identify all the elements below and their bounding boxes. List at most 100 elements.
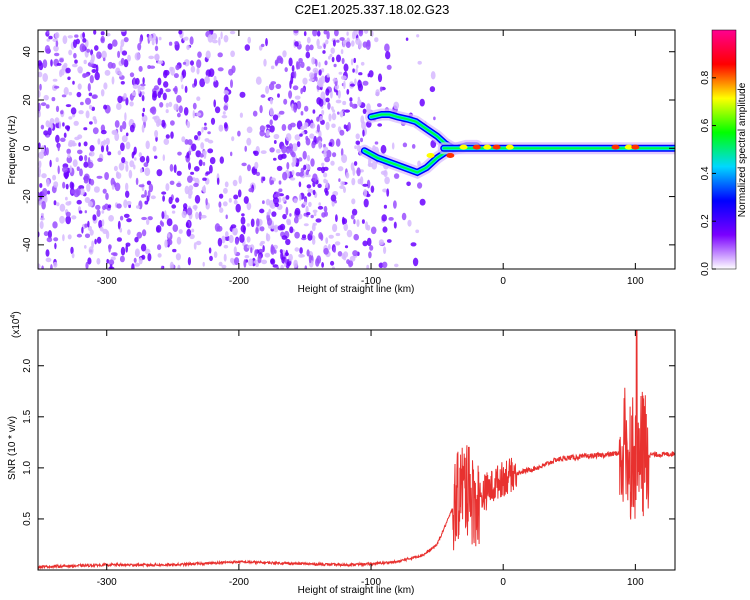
heatmap-cell (272, 196, 279, 205)
heatmap-cell (293, 198, 298, 204)
heatmap-cell (53, 45, 59, 52)
colorbar-scale (711, 29, 737, 270)
heatmap-cell (96, 236, 102, 244)
heatmap-cell (292, 85, 299, 91)
heatmap-cell (332, 78, 338, 82)
heatmap-cell (316, 124, 320, 133)
heatmap-cell (174, 41, 179, 45)
heatmap-cell (38, 151, 45, 159)
heatmap-cell (246, 137, 252, 146)
heatmap-cell (181, 69, 187, 78)
heatmap-cell (288, 253, 293, 262)
heatmap-cell (311, 57, 315, 65)
heatmap-cell (323, 30, 328, 35)
heatmap-cell (171, 204, 177, 209)
x-tick-label: 0 (500, 577, 506, 588)
hotspot (624, 144, 633, 150)
heatmap-cell (331, 123, 336, 129)
heatmap-cell (277, 225, 284, 231)
heatmap-cell (95, 64, 99, 73)
heatmap-cell (166, 218, 173, 227)
colorbar-ticks: 0.0 0.2 0.4 0.6 0.8 (700, 70, 716, 276)
heatmap-cell (288, 143, 293, 152)
heatmap-cell (116, 237, 122, 242)
heatmap-cell (123, 93, 127, 100)
heatmap-cell (309, 133, 315, 139)
heatmap-cell (142, 107, 145, 113)
heatmap-cell (306, 66, 311, 72)
heatmap-cell (330, 47, 335, 54)
heatmap-cell (336, 39, 340, 43)
heatmap-cell (77, 83, 82, 90)
heatmap-cell (98, 54, 102, 58)
snr-multiplier-exponent: 4 (10, 315, 17, 319)
heatmap-cell (148, 34, 153, 42)
heatmap-cell (291, 151, 296, 158)
heatmap-cell (379, 86, 383, 92)
heatmap-cell (318, 98, 324, 107)
heatmap-cell (134, 262, 141, 267)
heatmap-cell (343, 251, 349, 258)
heatmap-cell (244, 255, 250, 259)
heatmap-cell (321, 109, 325, 116)
heatmap-cell (247, 164, 251, 172)
heatmap-cell (269, 107, 274, 116)
heatmap-cell (105, 230, 110, 240)
heatmap-cell (114, 120, 120, 128)
heatmap-cell (352, 167, 356, 176)
heatmap-cell (65, 104, 72, 108)
heatmap-cell (163, 214, 169, 220)
heatmap-cell (204, 138, 210, 142)
heatmap-cell (119, 255, 125, 263)
heatmap-cell (336, 54, 341, 63)
heatmap-cell (186, 120, 191, 129)
heatmap-cell (138, 65, 143, 72)
heatmap-cell (323, 166, 329, 171)
heatmap-cell (366, 179, 371, 189)
heatmap-cell (393, 173, 400, 179)
heatmap-cell (39, 220, 44, 230)
heatmap-cell (328, 142, 333, 147)
x-tick-label: 0 (500, 276, 506, 287)
heatmap-cell (273, 157, 277, 161)
heatmap-cell (172, 248, 177, 253)
heatmap-cell (217, 237, 223, 247)
heatmap-cell (88, 246, 94, 255)
heatmap-cell (53, 237, 59, 242)
heatmap-cell (243, 196, 249, 204)
heatmap-cell (183, 203, 188, 210)
heatmap-cell (212, 39, 218, 44)
heatmap-cell (163, 81, 169, 88)
heatmap-cell (190, 171, 195, 175)
heatmap-cell (49, 159, 52, 168)
heatmap-cell (335, 138, 341, 147)
heatmap-cell (351, 208, 358, 216)
heatmap-cell (188, 162, 191, 171)
heatmap-cell (283, 98, 288, 105)
heatmap-cell (95, 204, 101, 210)
heatmap-cell (318, 82, 324, 88)
heatmap-cell (69, 165, 73, 173)
heatmap-cell (199, 153, 204, 158)
heatmap-cell (313, 135, 317, 144)
heatmap-cell (259, 105, 263, 114)
heatmap-cell (350, 58, 354, 66)
heatmap-cell (308, 201, 312, 207)
heatmap-cell (43, 130, 49, 136)
heatmap-cell (268, 83, 275, 91)
heatmap-cell (38, 102, 41, 112)
heatmap-cell (84, 245, 87, 249)
x-tick-label: -100 (361, 276, 381, 287)
heatmap-cell (269, 125, 275, 133)
heatmap-cell (94, 238, 97, 245)
heatmap-cell (93, 186, 100, 193)
heatmap-cell (42, 73, 48, 82)
heatmap-cell (168, 101, 173, 108)
heatmap-cell (223, 105, 228, 111)
heatmap-cell (162, 195, 166, 202)
heatmap-cell (311, 141, 316, 149)
heatmap-cell (345, 41, 351, 48)
heatmap-cell (353, 219, 356, 225)
heatmap-cell (162, 92, 167, 101)
heatmap-cell (81, 226, 84, 234)
